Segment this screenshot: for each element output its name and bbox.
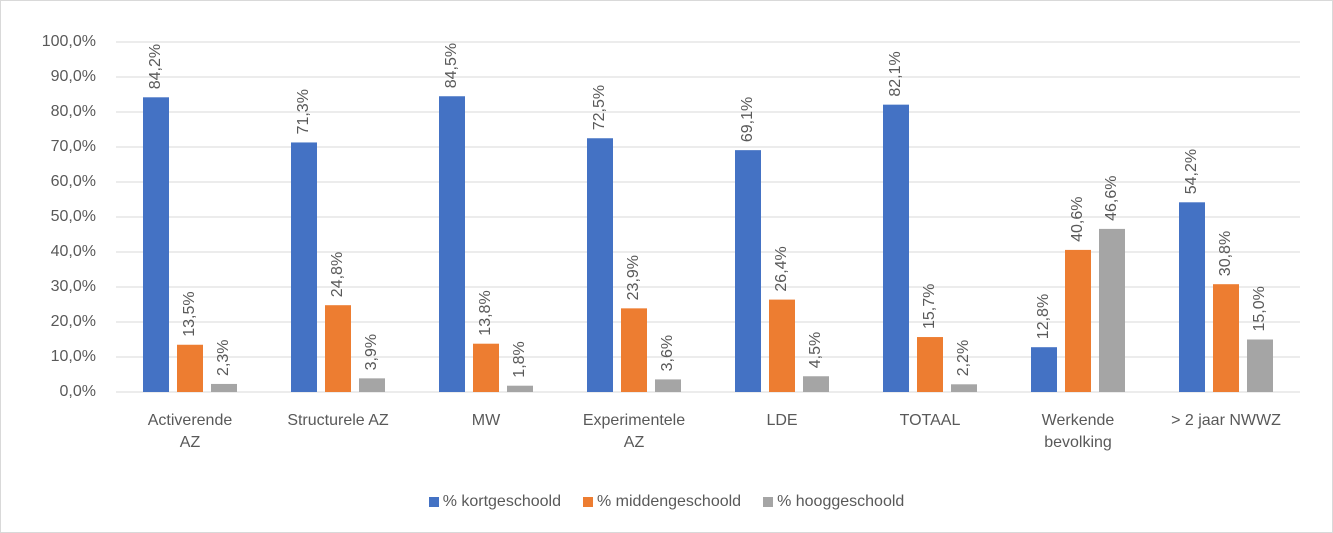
bar — [1247, 339, 1273, 392]
data-label: 12,8% — [1035, 294, 1052, 339]
bar — [917, 337, 943, 392]
y-tick-label: 100,0% — [42, 33, 96, 50]
y-tick-label: 20,0% — [51, 313, 96, 330]
data-label: 3,9% — [363, 334, 380, 370]
legend-swatch — [582, 497, 593, 507]
x-tick-label: Experimentele AZ — [582, 412, 686, 451]
data-label: 84,2% — [147, 44, 164, 89]
data-label: 84,5% — [443, 43, 460, 88]
y-tick-label: 10,0% — [51, 348, 96, 365]
x-tick-label: MW — [471, 412, 501, 429]
y-tick-label: 0,0% — [60, 383, 96, 400]
bar — [359, 378, 385, 392]
y-tick-label: 90,0% — [51, 68, 96, 85]
bar — [1065, 249, 1091, 392]
y-tick-label: 60,0% — [51, 173, 96, 190]
y-tick-label: 80,0% — [51, 103, 96, 120]
data-label: 23,9% — [625, 255, 642, 300]
y-tick-label: 70,0% — [51, 138, 96, 155]
data-label: 1,8% — [511, 341, 528, 377]
legend-item: % middengeschoold — [582, 493, 742, 511]
legend-item: % kortgeschoold — [428, 493, 561, 511]
x-tick-label: Structurele AZ — [287, 412, 389, 429]
data-label: 4,5% — [807, 332, 824, 368]
data-label: 2,3% — [215, 339, 232, 375]
bar — [621, 308, 647, 392]
y-tick-label: 40,0% — [51, 243, 96, 260]
legend-item: % hooggeschoold — [763, 493, 904, 511]
x-tick-label: LDE — [766, 412, 798, 429]
legend-label: % middengeschoold — [596, 493, 742, 510]
bar — [655, 379, 681, 392]
bar — [1179, 202, 1205, 392]
bar — [735, 150, 761, 392]
bar — [951, 384, 977, 392]
x-tick-label: Activerende AZ — [147, 412, 233, 451]
bar — [769, 299, 795, 392]
data-label: 13,5% — [181, 291, 198, 336]
bar — [883, 104, 909, 393]
data-label: 30,8% — [1217, 231, 1234, 276]
data-label: 2,2% — [955, 340, 972, 376]
bar — [1099, 228, 1125, 392]
data-label: 13,8% — [477, 290, 494, 335]
bar — [291, 142, 317, 392]
bar — [211, 383, 237, 392]
legend-swatch — [763, 497, 774, 507]
legend-label: % hooggeschoold — [777, 493, 905, 510]
data-label: 72,5% — [591, 85, 608, 130]
data-label: 3,6% — [659, 335, 676, 371]
data-label: 71,3% — [295, 89, 312, 134]
y-tick-label: 50,0% — [51, 208, 96, 225]
data-label: 82,1% — [887, 51, 904, 96]
x-tick-label: > 2 jaar NWWZ — [1171, 412, 1281, 429]
data-label: 40,6% — [1069, 197, 1086, 242]
legend-label: % kortgeschoold — [442, 493, 561, 510]
bar — [1031, 347, 1057, 392]
bar — [439, 96, 465, 392]
bar — [325, 305, 351, 392]
data-label: 69,1% — [739, 97, 756, 142]
bar — [587, 138, 613, 392]
data-label: 54,2% — [1183, 149, 1200, 194]
x-tick-label: TOTAAL — [899, 412, 961, 429]
x-tick-label: Werkende bevolking — [1041, 412, 1115, 451]
data-label: 15,0% — [1251, 286, 1268, 331]
y-tick-label: 30,0% — [51, 278, 96, 295]
bar — [143, 97, 169, 393]
data-label: 26,4% — [773, 246, 790, 291]
bar — [1213, 284, 1239, 392]
bar — [507, 385, 533, 392]
data-label: 24,8% — [329, 252, 346, 297]
legend: % kortgeschoold % middengeschoold % hoogge… — [0, 493, 1333, 511]
data-label: 46,6% — [1103, 176, 1120, 221]
bar — [473, 343, 499, 392]
legend-swatch — [428, 497, 439, 507]
bar — [177, 344, 203, 392]
data-label: 15,7% — [921, 284, 938, 329]
bar — [803, 376, 829, 392]
